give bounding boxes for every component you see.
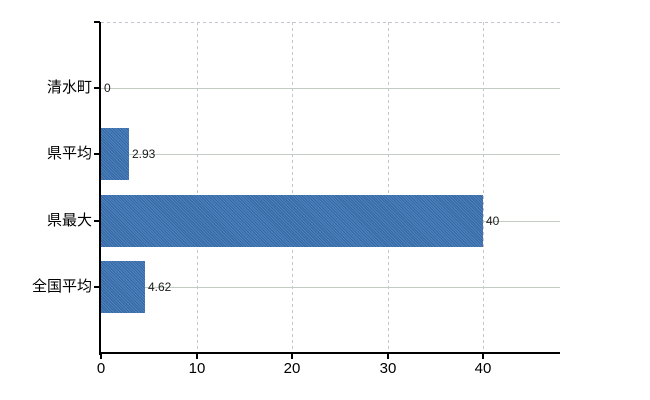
y-axis-tick bbox=[94, 87, 100, 89]
y-axis-tick bbox=[94, 286, 100, 288]
gridline-vertical bbox=[483, 22, 484, 353]
y-axis-tick bbox=[94, 220, 100, 222]
gridline-horizontal bbox=[101, 154, 560, 155]
category-label: 県平均 bbox=[46, 145, 92, 162]
y-axis-tick bbox=[94, 21, 100, 23]
x-tick-label: 30 bbox=[379, 360, 397, 377]
x-axis-tick bbox=[100, 354, 102, 359]
bar-value-label: 0 bbox=[104, 81, 111, 95]
x-axis-tick bbox=[482, 354, 484, 359]
bar bbox=[101, 128, 129, 180]
y-axis bbox=[99, 22, 101, 355]
y-axis-tick bbox=[94, 153, 100, 155]
gridline-vertical bbox=[197, 22, 198, 353]
x-axis-tick bbox=[387, 354, 389, 359]
bar-value-label: 2.93 bbox=[132, 147, 156, 161]
x-tick-label: 40 bbox=[474, 360, 492, 377]
gridline-horizontal bbox=[101, 287, 560, 288]
x-axis-tick bbox=[196, 354, 198, 359]
bar-value-label: 40 bbox=[486, 214, 500, 228]
gridline-vertical bbox=[388, 22, 389, 353]
x-tick-label: 10 bbox=[188, 360, 206, 377]
x-axis-tick bbox=[291, 354, 293, 359]
category-label: 県最大 bbox=[46, 212, 92, 229]
category-label: 全国平均 bbox=[31, 278, 92, 295]
x-tick-label: 0 bbox=[96, 360, 106, 377]
x-tick-label: 20 bbox=[283, 360, 301, 377]
bar-value-label: 4.62 bbox=[148, 280, 172, 294]
bar bbox=[101, 261, 145, 313]
category-label: 清水町 bbox=[46, 79, 92, 96]
gridline-vertical bbox=[292, 22, 293, 353]
gridline-horizontal bbox=[101, 88, 560, 89]
plot-top-border bbox=[101, 22, 560, 23]
x-axis bbox=[99, 352, 560, 354]
bar bbox=[101, 195, 483, 247]
